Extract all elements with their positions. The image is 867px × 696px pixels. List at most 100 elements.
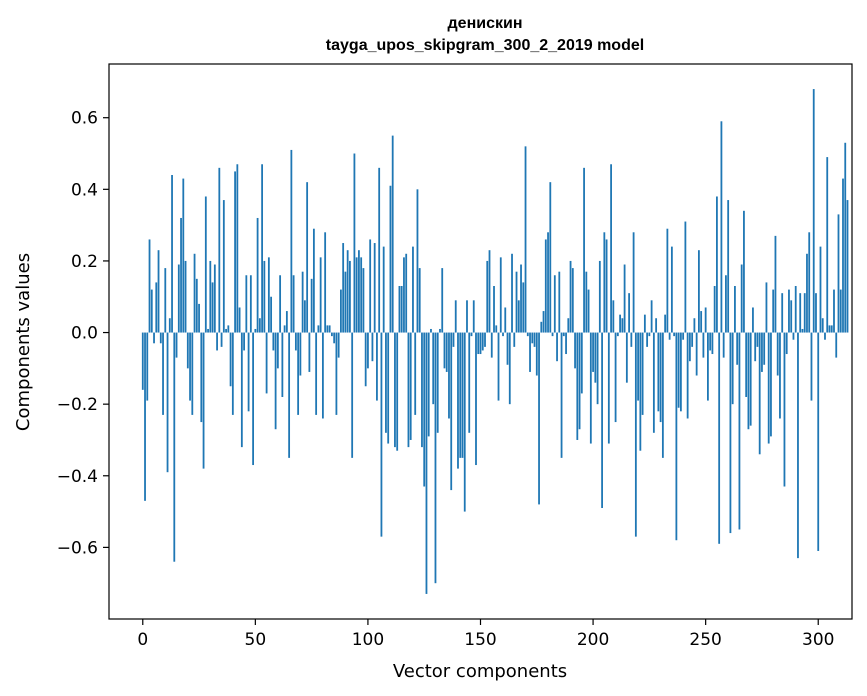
bar-148 xyxy=(475,332,477,466)
bar-38 xyxy=(227,325,230,333)
bar-274 xyxy=(758,332,761,455)
bar-60 xyxy=(276,332,279,369)
bar-147 xyxy=(472,300,475,333)
bar-129 xyxy=(432,332,435,405)
bar-228 xyxy=(655,318,658,333)
bar-32 xyxy=(213,264,216,333)
bar-45 xyxy=(243,332,245,351)
y-axis-label: Components values xyxy=(13,253,34,431)
bar-146 xyxy=(470,332,473,337)
bar-170 xyxy=(524,146,527,333)
bar-48 xyxy=(249,275,252,333)
bar-242 xyxy=(686,332,689,419)
bar-177 xyxy=(540,321,543,333)
bar-252 xyxy=(709,332,712,351)
bar-100 xyxy=(367,332,369,369)
bar-40 xyxy=(231,332,234,415)
bar-193 xyxy=(576,332,579,440)
bar-57 xyxy=(270,296,273,333)
bar-43 xyxy=(238,307,241,333)
bar-181 xyxy=(549,182,552,333)
bar-31 xyxy=(211,282,214,333)
bar-163 xyxy=(508,332,511,405)
bar-271 xyxy=(752,307,754,333)
bar-13 xyxy=(171,175,173,333)
bar-93 xyxy=(351,332,354,458)
bar-278 xyxy=(767,332,770,444)
bar-218 xyxy=(632,232,635,333)
bar-105 xyxy=(378,167,381,333)
bar-310 xyxy=(839,289,842,333)
bar-54 xyxy=(263,260,266,333)
bar-30 xyxy=(209,260,212,333)
bar-298 xyxy=(812,89,815,333)
bar-110 xyxy=(389,185,392,333)
bar-265 xyxy=(738,332,741,530)
bar-69 xyxy=(297,332,300,415)
bar-197 xyxy=(585,271,588,333)
bar-151 xyxy=(481,332,484,351)
bar-17 xyxy=(180,217,182,333)
bar-224 xyxy=(646,332,649,347)
bar-306 xyxy=(830,325,833,333)
bar-253 xyxy=(711,332,714,355)
bar-281 xyxy=(774,235,777,333)
bar-192 xyxy=(574,332,576,369)
bar-159 xyxy=(499,257,502,333)
y-tick-label: 0.0 xyxy=(71,324,98,344)
bar-16 xyxy=(177,264,180,333)
bar-10 xyxy=(164,268,167,333)
bar-35 xyxy=(220,332,223,347)
bar-273 xyxy=(756,332,759,347)
bar-244 xyxy=(691,332,694,347)
bar-92 xyxy=(349,260,351,333)
bar-103 xyxy=(373,243,376,333)
bar-34 xyxy=(218,167,221,333)
bar-50 xyxy=(254,328,257,333)
bar-299 xyxy=(815,293,817,333)
x-axis-label: Vector components xyxy=(393,661,567,682)
bar-179 xyxy=(544,239,547,333)
bar-184 xyxy=(556,332,558,362)
bar-47 xyxy=(247,332,250,412)
bar-160 xyxy=(502,332,504,337)
bar-241 xyxy=(684,221,687,333)
bar-238 xyxy=(677,332,680,408)
bar-114 xyxy=(398,286,401,333)
bar-239 xyxy=(679,332,682,412)
bar-128 xyxy=(430,328,432,333)
bar-300 xyxy=(817,332,820,551)
bar-308 xyxy=(835,332,838,358)
bar-216 xyxy=(628,293,631,333)
bar-113 xyxy=(396,332,399,451)
bar-66 xyxy=(290,149,293,333)
bar-143 xyxy=(463,332,466,512)
chart-title-line1: денискин xyxy=(448,15,523,32)
bar-77 xyxy=(315,332,318,415)
bar-102 xyxy=(371,332,374,362)
bar-70 xyxy=(299,332,302,376)
bar-223 xyxy=(643,314,646,333)
bar-132 xyxy=(439,328,441,333)
bar-307 xyxy=(833,289,835,333)
bar-123 xyxy=(418,268,421,333)
bar-7 xyxy=(157,250,160,333)
bar-126 xyxy=(425,332,428,594)
bar-144 xyxy=(466,300,468,333)
bar-131 xyxy=(436,332,439,433)
bar-5 xyxy=(153,332,155,344)
bar-0 xyxy=(141,332,144,390)
bar-87 xyxy=(337,332,340,358)
x-tick-label: 0 xyxy=(137,630,148,650)
bar-29 xyxy=(207,328,209,333)
bar-260 xyxy=(727,200,730,333)
bar-99 xyxy=(364,332,367,387)
bar-67 xyxy=(292,275,295,333)
bar-229 xyxy=(657,332,660,412)
bar-82 xyxy=(326,325,329,333)
bar-296 xyxy=(808,232,811,333)
bar-259 xyxy=(725,275,727,333)
x-tick-label: 200 xyxy=(577,630,609,650)
bar-190 xyxy=(569,260,572,333)
bar-112 xyxy=(394,332,396,448)
